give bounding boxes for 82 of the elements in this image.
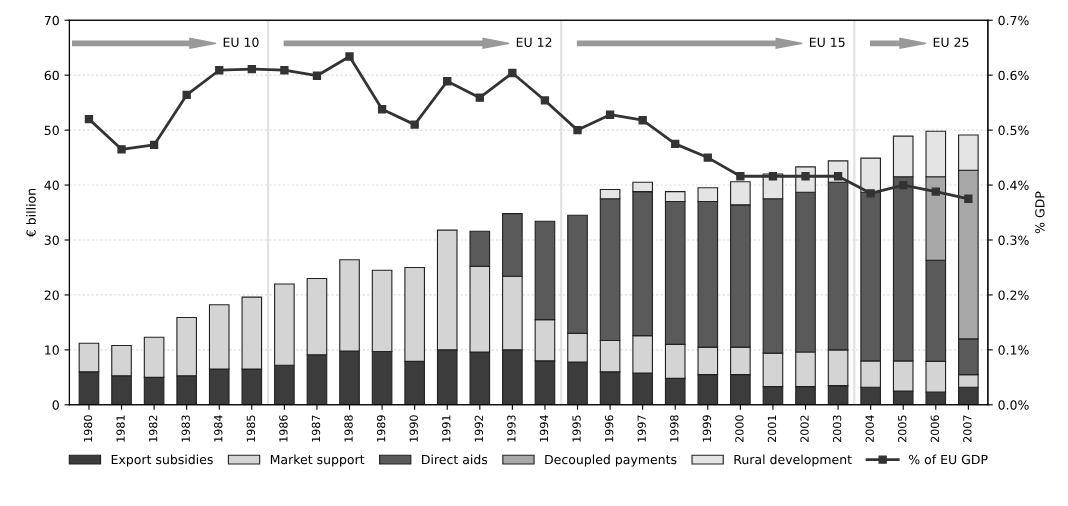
point — [605, 110, 615, 119]
y-tick-label: 20 — [44, 290, 59, 300]
y2-tick-label: 0.1% — [998, 345, 1029, 355]
y2-tick-label: 0.5% — [998, 125, 1029, 136]
point — [345, 52, 354, 61]
point — [964, 194, 973, 203]
x-tick-label: 1993 — [507, 415, 516, 442]
y2-tick-label: 0.6% — [998, 70, 1029, 81]
y2-tick-label: 0.3% — [998, 235, 1029, 245]
annotation: EU 12 — [516, 37, 552, 47]
x-tick-label: 1991 — [442, 415, 451, 442]
point — [182, 90, 191, 100]
x-tick-label: 2003 — [832, 415, 842, 442]
y-tick-label: 70 — [44, 15, 59, 26]
x-tick-label: 1994 — [539, 415, 549, 442]
x-tick-label: 2007 — [963, 415, 972, 442]
y-tick-label: 60 — [44, 70, 59, 81]
annotation: EU 25 — [933, 37, 969, 47]
x-tick-label: 1990 — [409, 415, 418, 442]
x-tick-label: 1981 — [116, 415, 125, 442]
point — [573, 125, 582, 135]
annotation: EU 10 — [223, 37, 259, 47]
point — [540, 96, 550, 105]
point — [899, 180, 908, 190]
x-tick-label: 1996 — [604, 415, 614, 442]
y-tick-label: 50 — [44, 125, 59, 136]
point — [703, 153, 712, 162]
point — [377, 105, 387, 114]
x-tick-label: 1983 — [181, 415, 190, 442]
point — [768, 172, 778, 181]
point — [475, 93, 484, 102]
point — [215, 66, 224, 75]
point — [736, 172, 745, 181]
x-tick-label: 2004 — [865, 415, 874, 442]
x-tick-label: 2001 — [767, 415, 777, 442]
point — [84, 114, 94, 124]
x-tick-label: 2005 — [898, 415, 907, 442]
x-tick-label: 1995 — [572, 415, 581, 442]
x-tick-label: 2000 — [735, 415, 744, 442]
point — [149, 140, 159, 150]
legend-label: Direct aids — [422, 454, 488, 465]
x-tick-label: 1999 — [702, 415, 712, 442]
point — [117, 145, 126, 154]
y2-tick-label: 0.4% — [998, 180, 1029, 190]
x-tick-label: 2002 — [800, 415, 809, 442]
point — [247, 64, 256, 74]
x-tick-label: 2006 — [930, 415, 940, 442]
point — [410, 120, 419, 129]
point — [312, 71, 322, 80]
y-tick-label: 30 — [44, 235, 59, 245]
x-tick-label: 1987 — [311, 415, 321, 442]
point — [280, 66, 289, 75]
point — [508, 68, 517, 78]
y2-tick-label: 0.0% — [998, 400, 1029, 410]
x-tick-label: 1989 — [376, 415, 386, 442]
legend-label: Market support — [270, 454, 365, 467]
point — [671, 139, 680, 149]
y2-tick-label: 0.7% — [998, 15, 1029, 26]
y-tick-label: 0 — [52, 400, 59, 410]
y-tick-label: 10 — [45, 345, 59, 355]
point — [866, 189, 875, 198]
x-tick-label: 1997 — [637, 415, 646, 442]
x-tick-label: 1984 — [214, 415, 223, 442]
legend-label: Export subsidies — [111, 454, 213, 467]
point — [638, 116, 647, 125]
y2-tick-label: 0.2% — [998, 290, 1029, 300]
x-tick-label: 1980 — [83, 415, 93, 442]
y-axis-title: € billion — [26, 188, 36, 238]
legend-label: % of EU GDP — [908, 454, 988, 465]
point — [931, 187, 940, 196]
x-tick-label: 1985 — [246, 415, 256, 442]
annotation: EU 15 — [809, 37, 845, 47]
x-tick-label: 1986 — [279, 415, 288, 442]
point — [443, 77, 452, 86]
legend-label: Rural development — [734, 454, 852, 467]
y-tick-label: 40 — [44, 180, 59, 190]
legend-label: Decoupled payments — [545, 454, 677, 467]
x-tick-label: 1982 — [148, 415, 158, 442]
y2-axis-title: % GDP — [1035, 191, 1045, 234]
x-tick-label: 1992 — [474, 415, 484, 442]
x-tick-label: 1998 — [670, 415, 679, 442]
x-tick-label: 1988 — [344, 415, 353, 442]
